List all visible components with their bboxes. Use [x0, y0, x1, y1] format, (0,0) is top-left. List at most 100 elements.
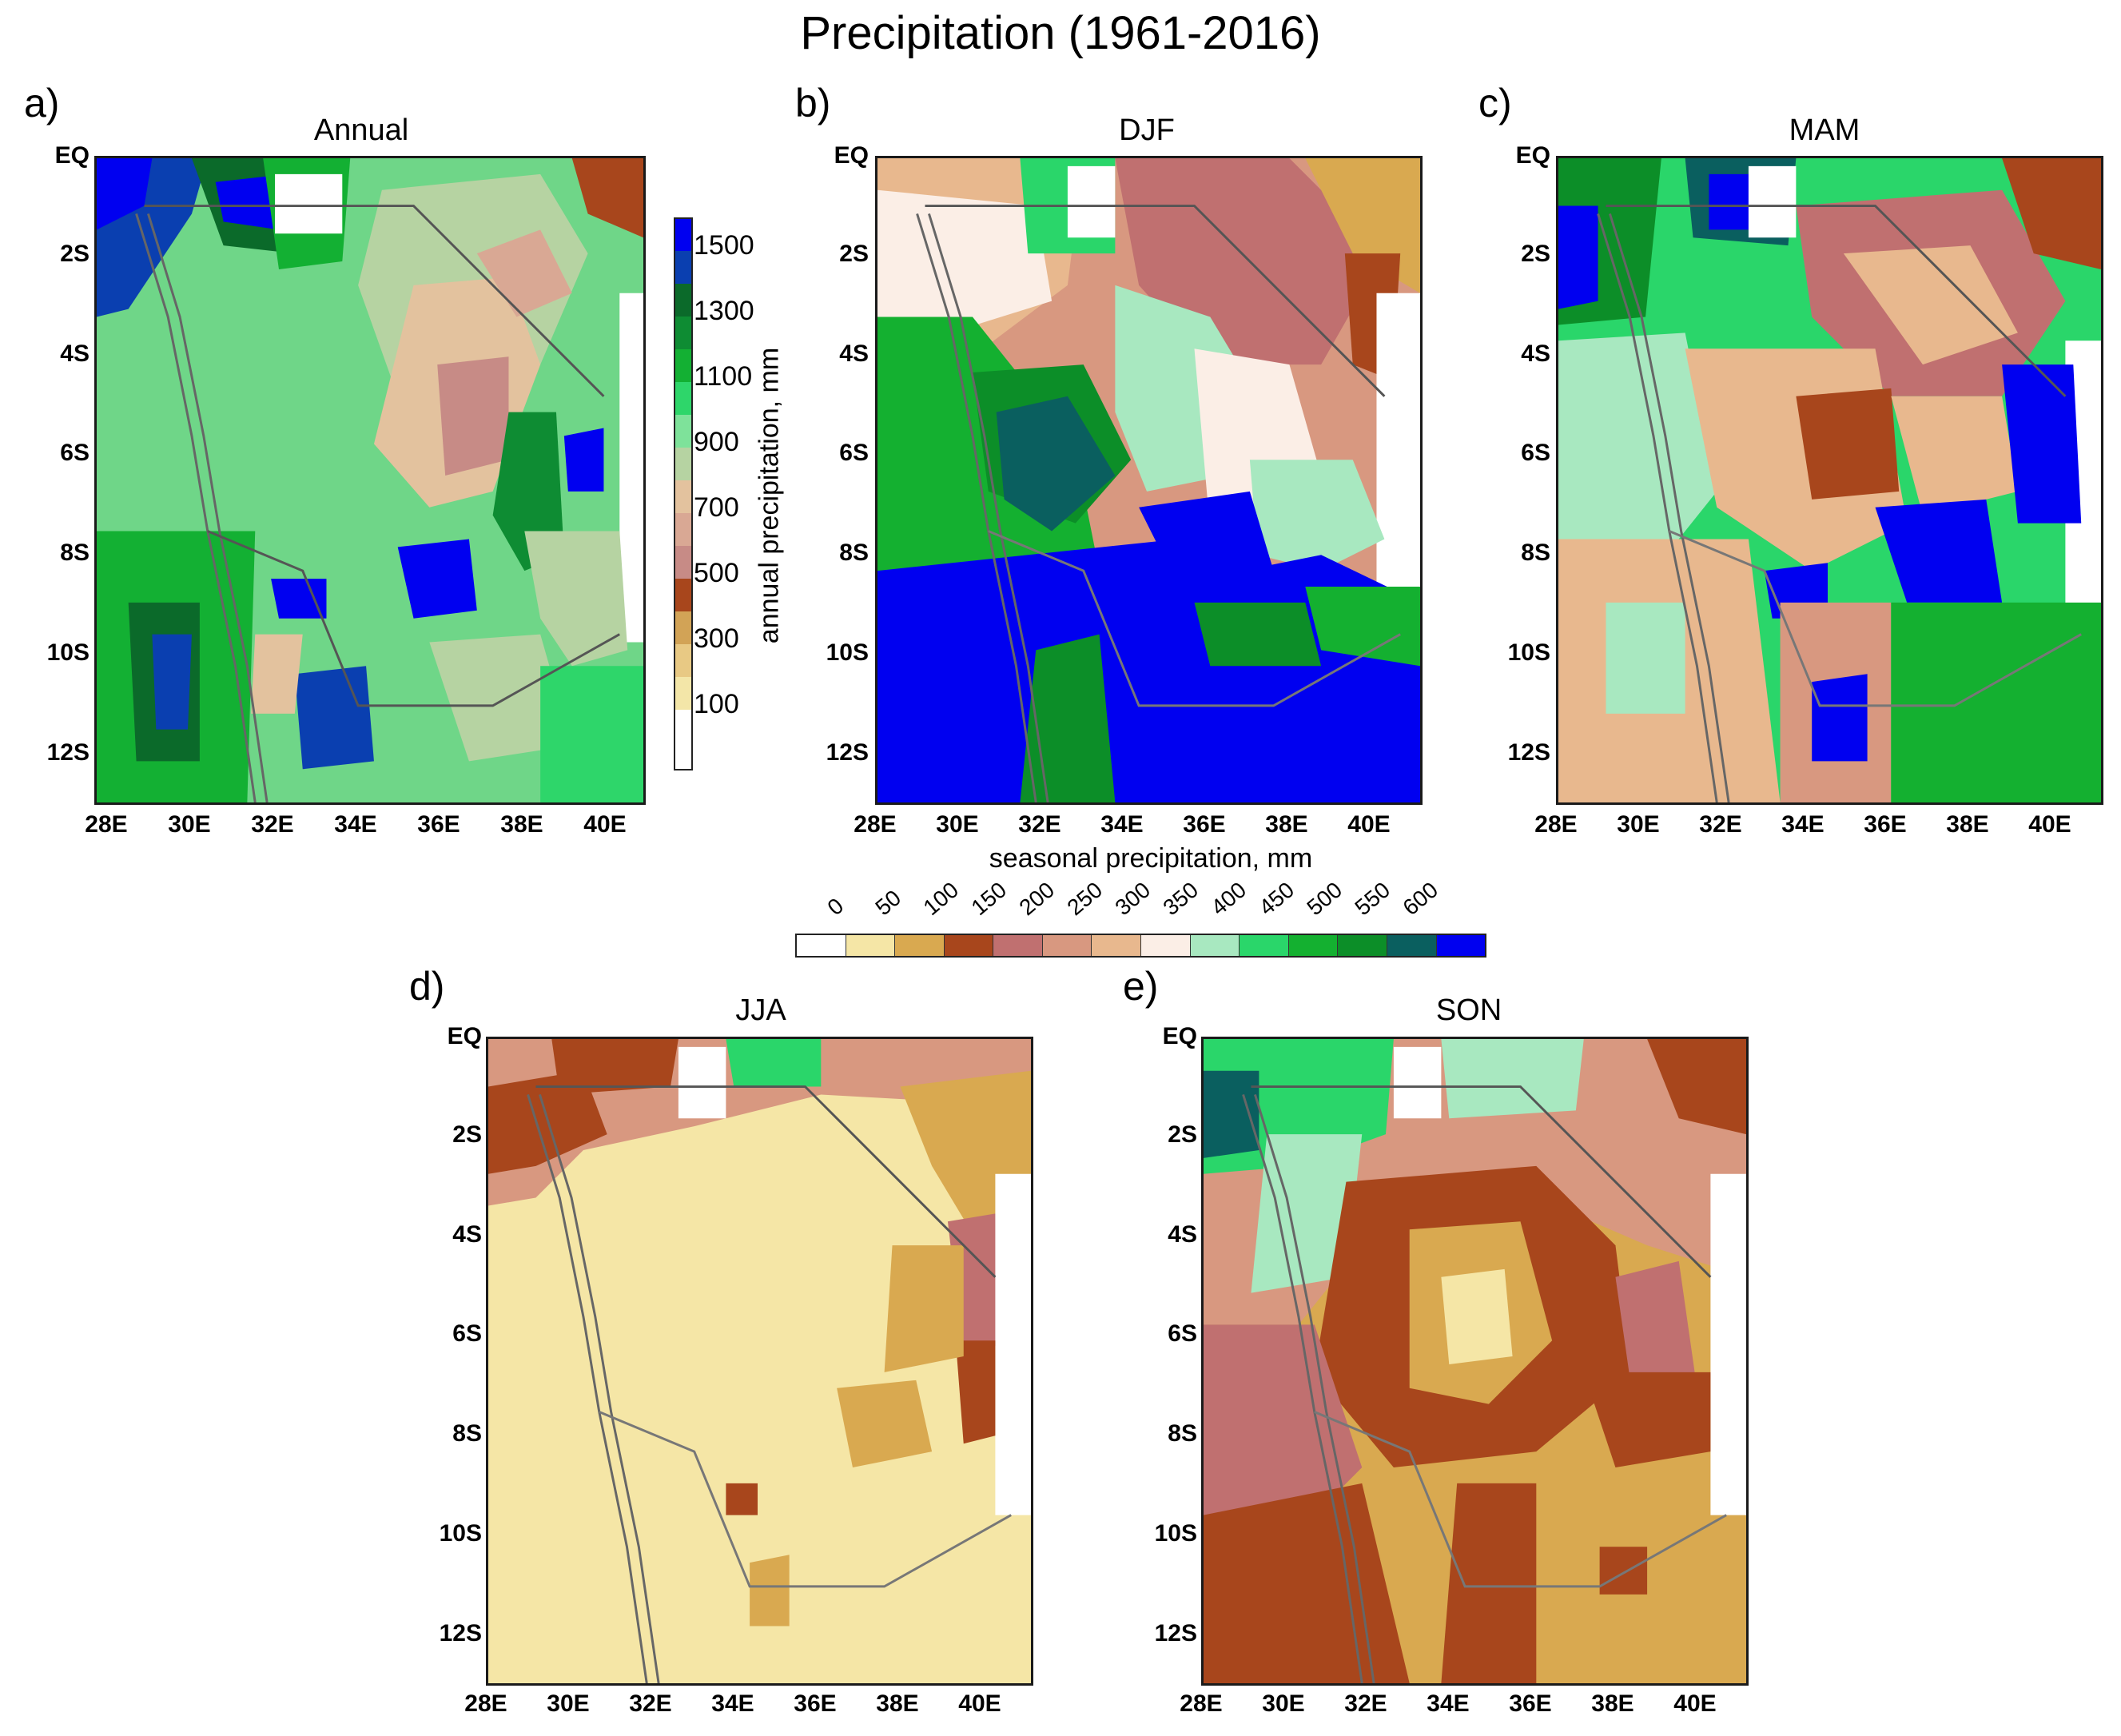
panel-e-xtick-0: 28E [1180, 1690, 1223, 1717]
panel-b-xtick-1: 30E [936, 811, 979, 838]
panel-d-xtick-1: 30E [547, 1690, 590, 1717]
seasonal-cb-tick-450: 450 [1254, 877, 1299, 921]
annual-cb-tick-1100: 1100 [694, 361, 753, 392]
panel-e-ytick-2: 4S [1168, 1221, 1197, 1248]
seasonal-cb-tick-250: 250 [1062, 877, 1108, 921]
panel-a-xtick-0: 28E [85, 811, 128, 838]
panel-a-ytick-6: 12S [46, 739, 90, 766]
seasonal-cb-tick-350: 350 [1158, 877, 1204, 921]
panel-a-xtick-2: 32E [251, 811, 294, 838]
panel-d-xtick-2: 32E [629, 1690, 672, 1717]
panel-a-xtick-3: 34E [334, 811, 377, 838]
panel-e-label: e) [1123, 964, 1159, 1009]
panel-d-xtick-6: 40E [958, 1690, 1001, 1717]
panel-a-ytick-4: 8S [60, 540, 90, 566]
panel-e-title: SON [1435, 993, 1502, 1027]
panel-d-xtick-5: 38E [876, 1690, 919, 1717]
panel-e-ytick-6: 12S [1154, 1620, 1197, 1646]
panel-d-ytick-3: 6S [452, 1320, 482, 1347]
panel-b-ytick-4: 8S [839, 540, 869, 566]
panel-c-ytick-5: 10S [1507, 639, 1550, 666]
panel-c-ytick-0: EQ [1515, 142, 1550, 169]
panel-a-ytick-2: 4S [60, 340, 90, 367]
panel-d-ytick-2: 4S [452, 1221, 482, 1248]
seasonal-cb-label: seasonal precipitation, mm [989, 843, 1313, 874]
panel-c-svg [1558, 158, 2101, 802]
seasonal-cb-tick-100: 100 [918, 877, 964, 921]
panel-d-ytick-5: 10S [439, 1520, 482, 1547]
seasonal-cb-tick-500: 500 [1302, 877, 1347, 921]
panel-a-ytick-1: 2S [60, 241, 90, 267]
panel-e-xtick-6: 40E [1673, 1690, 1717, 1717]
panel-e-xtick-4: 36E [1509, 1690, 1552, 1717]
panel-b-title: DJF [1119, 113, 1175, 147]
panel-b-xtick-6: 40E [1347, 811, 1391, 838]
panel-b-xtick-0: 28E [854, 811, 897, 838]
panel-a-xtick-5: 38E [500, 811, 543, 838]
panel-d-svg [488, 1039, 1031, 1683]
panel-b-xtick-5: 38E [1265, 811, 1308, 838]
panel-c-xtick-0: 28E [1534, 811, 1578, 838]
panel-b-xtick-4: 36E [1183, 811, 1226, 838]
seasonal-cb-tick-400: 400 [1206, 877, 1252, 921]
panel-d-xtick-0: 28E [464, 1690, 507, 1717]
panel-c-xtick-6: 40E [2028, 811, 2071, 838]
figure-title: Precipitation (1961-2016) [800, 7, 1321, 59]
annual-cb-tick-500: 500 [694, 558, 739, 588]
annual-cb-tick-100: 100 [694, 689, 739, 719]
panel-e-xtick-3: 34E [1427, 1690, 1470, 1717]
seasonal-cb-tick-150: 150 [966, 877, 1012, 921]
panel-e-xtick-5: 38E [1591, 1690, 1634, 1717]
annual-cb-label: annual precipitation, mm [754, 347, 785, 644]
seasonal-cb-tick-50: 50 [870, 885, 906, 921]
panel-b-ytick-3: 6S [839, 440, 869, 466]
panel-a-xtick-1: 30E [168, 811, 211, 838]
panel-e-map [1201, 1037, 1749, 1686]
panel-e-xtick-2: 32E [1344, 1690, 1387, 1717]
panel-b-xtick-3: 34E [1100, 811, 1144, 838]
panel-d-ytick-1: 2S [452, 1121, 482, 1148]
panel-b-ytick-5: 10S [826, 639, 869, 666]
panel-c-ytick-6: 12S [1507, 739, 1550, 766]
panel-e-ytick-0: EQ [1162, 1023, 1197, 1049]
panel-a-xtick-6: 40E [583, 811, 627, 838]
panel-d-title: JJA [735, 993, 786, 1027]
panel-b-label: b) [795, 81, 831, 125]
seasonal-cb-tick-300: 300 [1110, 877, 1156, 921]
annual-colorbar [674, 217, 693, 770]
panel-a-ytick-5: 10S [46, 639, 90, 666]
seasonal-cb-tick-550: 550 [1350, 877, 1395, 921]
panel-b-ytick-2: 4S [839, 340, 869, 367]
seasonal-colorbar [795, 934, 1486, 958]
panel-d-xtick-4: 36E [794, 1690, 837, 1717]
panel-c-xtick-2: 32E [1699, 811, 1742, 838]
panel-a-title: Annual [313, 113, 409, 147]
panel-a-map [94, 156, 646, 805]
panel-d-ytick-0: EQ [447, 1023, 482, 1049]
panel-e-xtick-1: 30E [1262, 1690, 1305, 1717]
panel-e-ytick-5: 10S [1154, 1520, 1197, 1547]
annual-cb-tick-700: 700 [694, 492, 739, 523]
panel-c-ytick-1: 2S [1521, 241, 1550, 267]
panel-a-label: a) [24, 81, 60, 125]
seasonal-cb-tick-600: 600 [1398, 877, 1443, 921]
panel-b-ytick-0: EQ [834, 142, 869, 169]
seasonal-cb-tick-0: 0 [822, 893, 849, 921]
annual-cb-tick-1300: 1300 [694, 296, 754, 326]
seasonal-cb-tick-200: 200 [1014, 877, 1060, 921]
panel-b-map [875, 156, 1423, 805]
panel-c-ytick-4: 8S [1521, 540, 1550, 566]
panel-d-ytick-6: 12S [439, 1620, 482, 1646]
panel-c-label: c) [1478, 81, 1512, 125]
panel-c-title: MAM [1789, 113, 1860, 147]
panel-a-ytick-3: 6S [60, 440, 90, 466]
panel-a-svg [97, 158, 643, 802]
panel-b-ytick-1: 2S [839, 241, 869, 267]
panel-c-xtick-4: 36E [1864, 811, 1907, 838]
panel-d-map [486, 1037, 1033, 1686]
panel-b-xtick-2: 32E [1018, 811, 1061, 838]
panel-c-ytick-3: 6S [1521, 440, 1550, 466]
annual-cb-tick-300: 300 [694, 623, 739, 654]
panel-b-ytick-6: 12S [826, 739, 869, 766]
panel-d-label: d) [409, 964, 445, 1009]
